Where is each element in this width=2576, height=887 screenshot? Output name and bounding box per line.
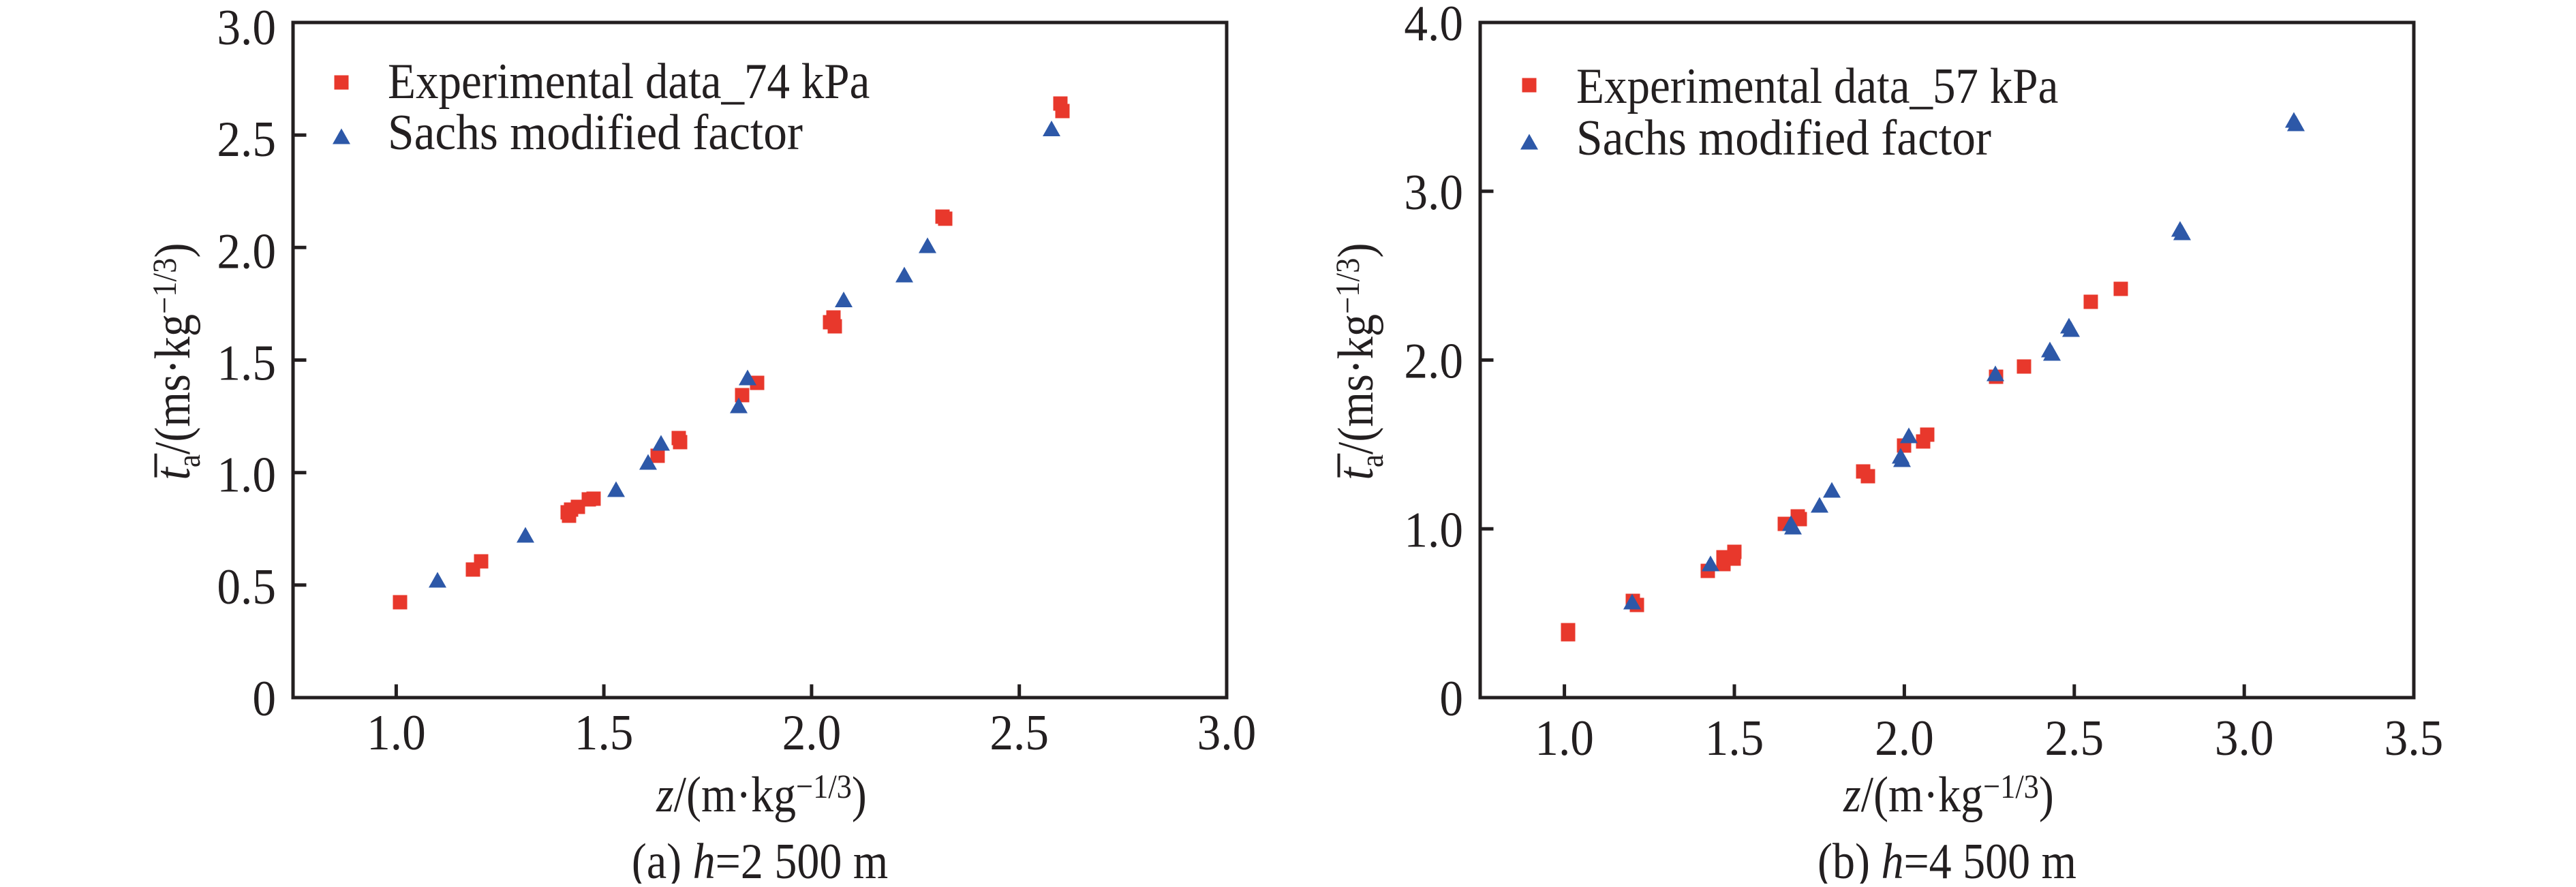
svg-text:Experimental data_57 kPa: Experimental data_57 kPa bbox=[1576, 59, 2058, 114]
svg-text:z/(m·kg−1/3): z/(m·kg−1/3) bbox=[1843, 768, 2054, 823]
svg-text:3.0: 3.0 bbox=[217, 0, 276, 56]
svg-text:ta/(ms·kg−1/3): ta/(ms·kg−1/3) bbox=[145, 243, 207, 480]
svg-text:0.5: 0.5 bbox=[217, 559, 276, 615]
svg-text:3.5: 3.5 bbox=[2385, 710, 2444, 766]
svg-text:2.0: 2.0 bbox=[217, 223, 276, 279]
svg-text:3.0: 3.0 bbox=[1197, 704, 1257, 761]
svg-text:(a) h=2 500 m: (a) h=2 500 m bbox=[632, 835, 888, 884]
svg-text:0: 0 bbox=[1439, 670, 1463, 727]
svg-text:1.0: 1.0 bbox=[1404, 501, 1463, 558]
svg-text:2.0: 2.0 bbox=[782, 704, 842, 761]
svg-text:3.0: 3.0 bbox=[1404, 164, 1463, 221]
svg-text:2.5: 2.5 bbox=[217, 111, 276, 168]
svg-text:Experimental data_74 kPa: Experimental data_74 kPa bbox=[388, 54, 870, 110]
svg-text:1.0: 1.0 bbox=[367, 704, 426, 761]
svg-text:1.5: 1.5 bbox=[574, 704, 634, 761]
svg-text:Sachs modified factor: Sachs modified factor bbox=[388, 104, 803, 161]
svg-text:2.5: 2.5 bbox=[2044, 710, 2104, 766]
svg-text:1.5: 1.5 bbox=[217, 334, 276, 391]
svg-text:(b) h=4 500 m: (b) h=4 500 m bbox=[1818, 835, 2076, 884]
svg-text:ta/(ms·kg−1/3): ta/(ms·kg−1/3) bbox=[1328, 243, 1390, 480]
svg-text:Sachs modified factor: Sachs modified factor bbox=[1576, 110, 1991, 166]
svg-text:2.5: 2.5 bbox=[990, 704, 1049, 761]
svg-text:1.0: 1.0 bbox=[217, 447, 276, 503]
svg-text:4.0: 4.0 bbox=[1404, 0, 1463, 52]
svg-text:2.0: 2.0 bbox=[1875, 710, 1934, 766]
svg-text:3.0: 3.0 bbox=[2215, 710, 2274, 766]
svg-text:2.0: 2.0 bbox=[1404, 332, 1463, 389]
svg-text:0: 0 bbox=[252, 670, 276, 727]
svg-text:1.0: 1.0 bbox=[1535, 710, 1594, 766]
svg-text:1.5: 1.5 bbox=[1705, 710, 1764, 766]
